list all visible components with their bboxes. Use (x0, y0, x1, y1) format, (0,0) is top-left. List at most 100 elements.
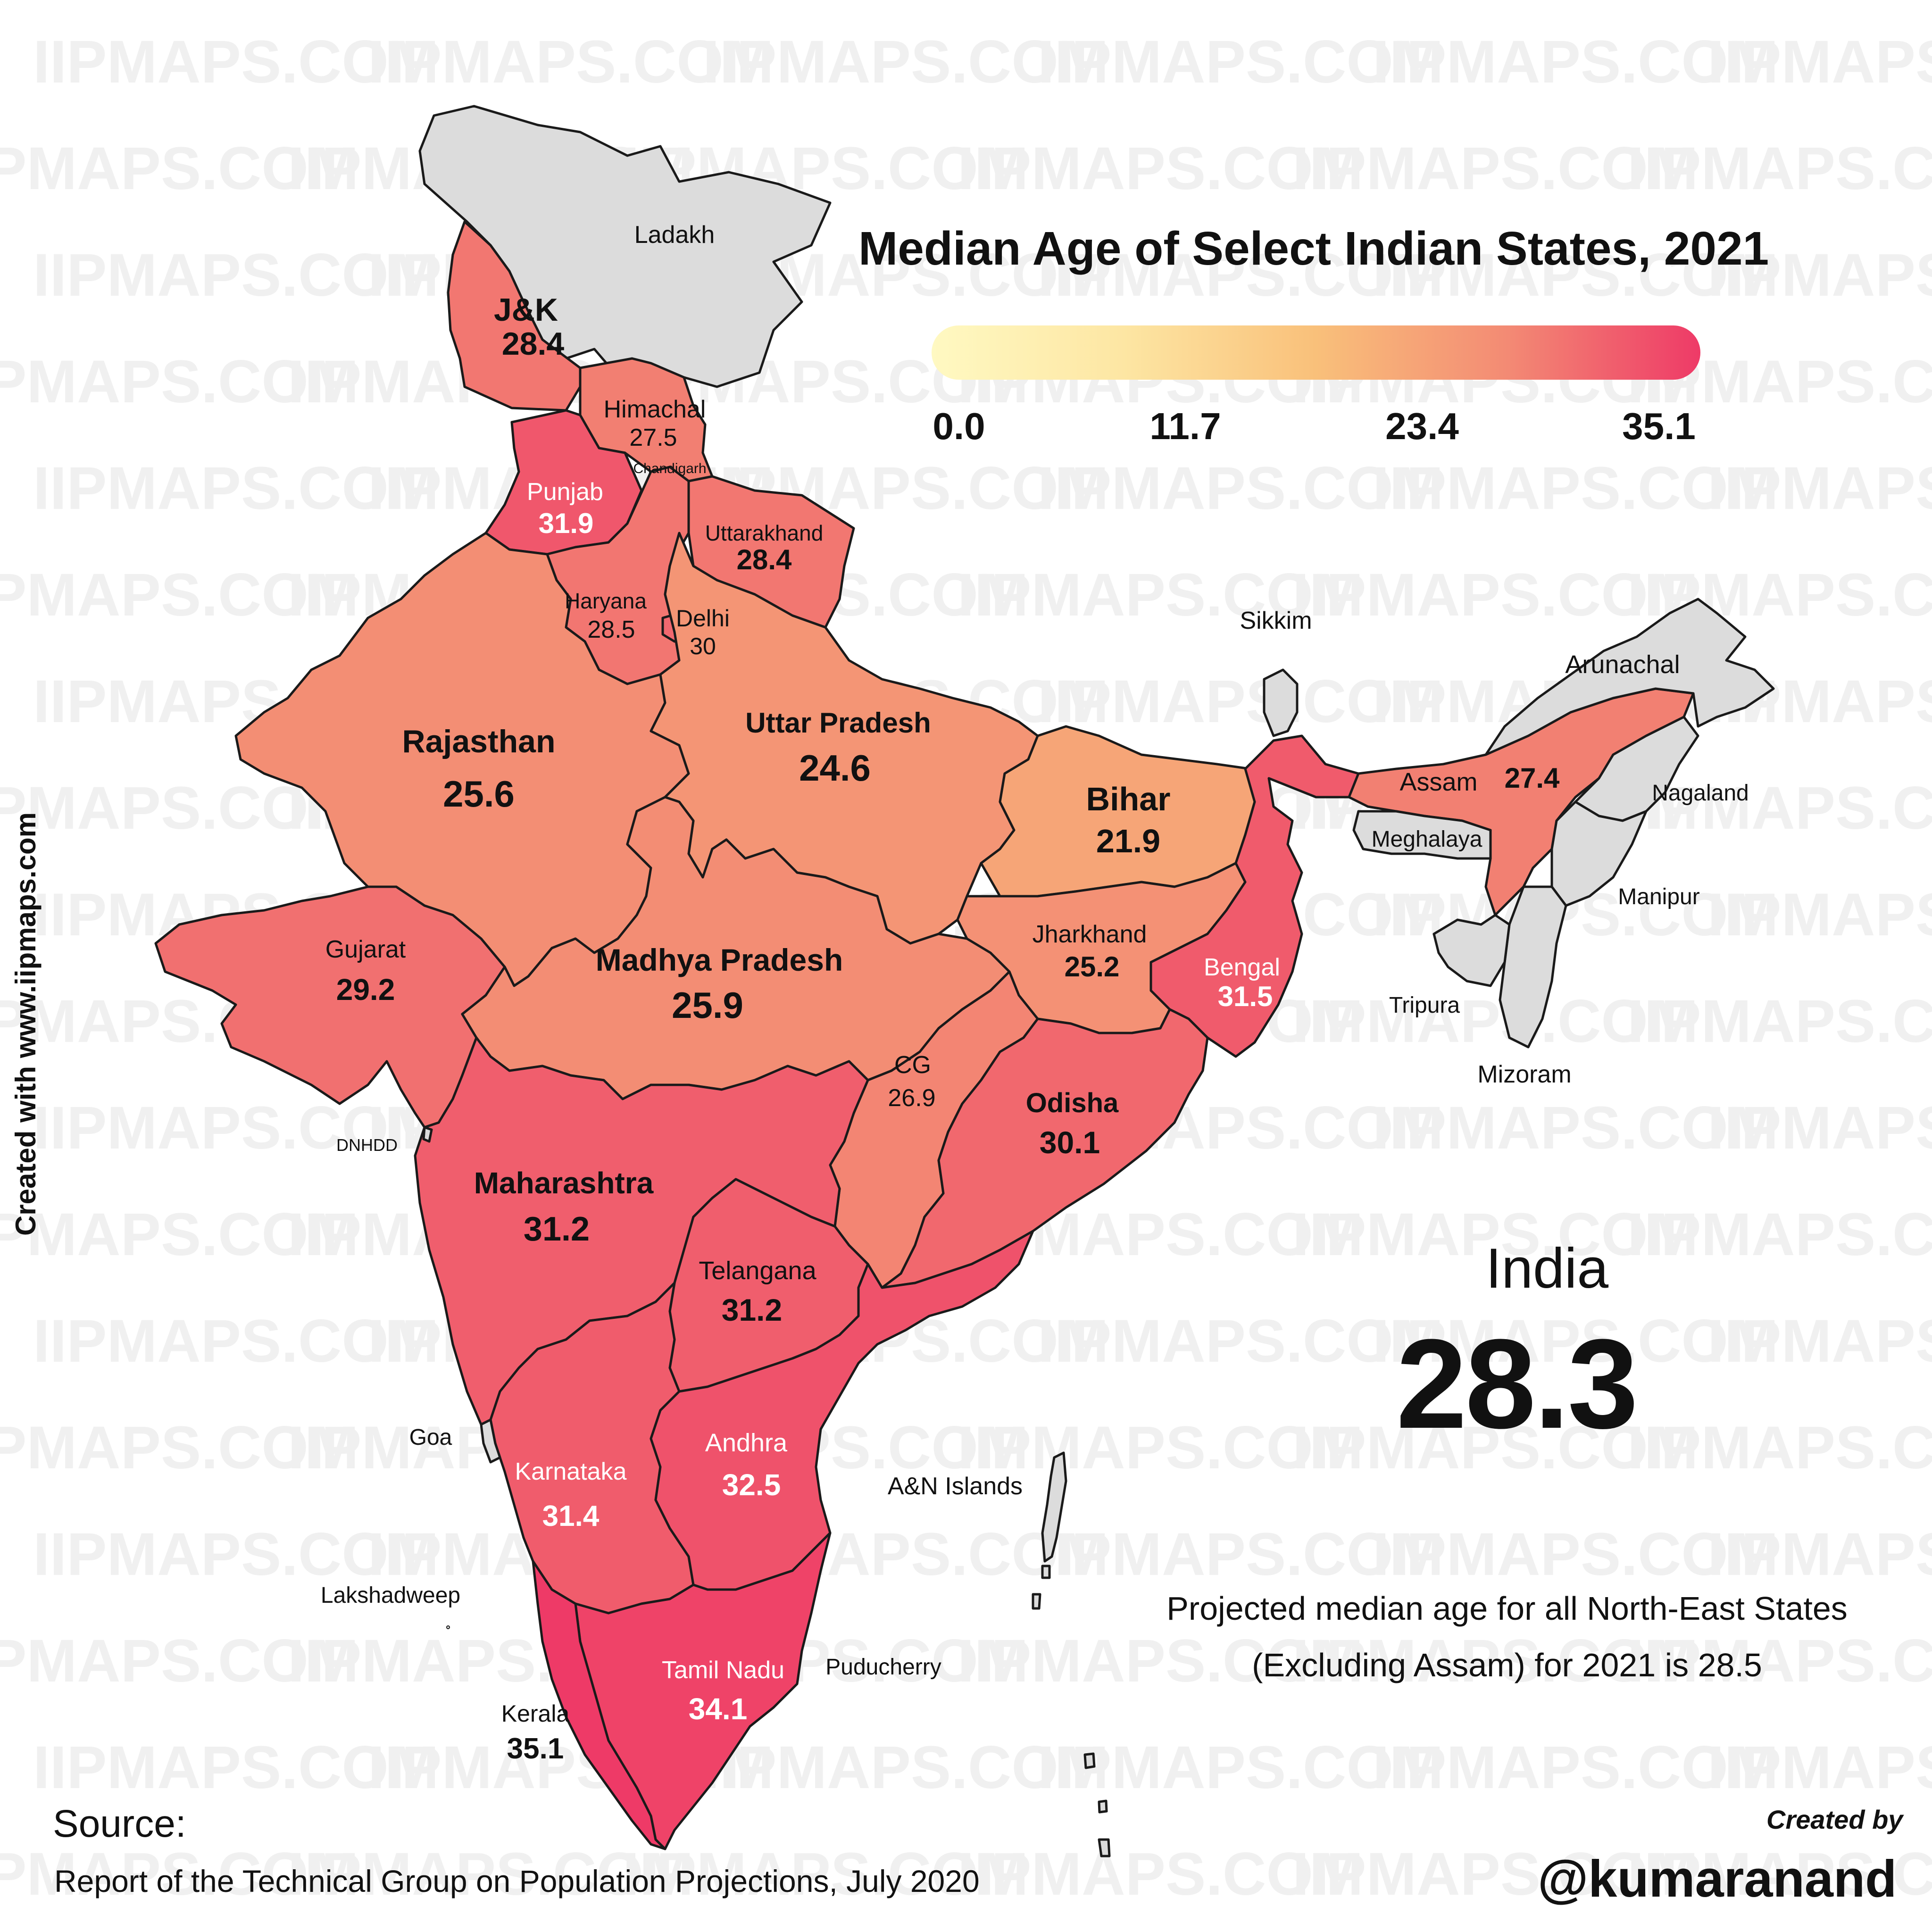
source-heading: Source: (53, 1802, 186, 1845)
watermark-text: IIPMAPS.COM (1627, 1627, 1932, 1695)
watermark-text: IIPMAPS.COM (1373, 28, 1779, 96)
region-bengal (1149, 734, 1360, 1058)
label-odisha-name: Odisha (1026, 1088, 1119, 1118)
watermark-text: IIPMAPS.COM (958, 561, 1364, 629)
watermark-text: IIPMAPS.COM (1627, 988, 1932, 1055)
watermark-text: IIPMAPS.COM (1292, 1201, 1699, 1268)
watermark-text: IIPMAPS.COM (623, 1840, 1029, 1908)
label-arunachal: Arunachal (1565, 650, 1680, 679)
label-manipur: Manipur (1618, 884, 1699, 909)
watermark-text: IIPMAPS.COM (1373, 242, 1779, 309)
label-haryana-name: Haryana (565, 589, 647, 613)
watermark-text: IIPMAPS.COM (958, 135, 1364, 202)
watermark-text: IIPMAPS.COM (958, 1840, 1364, 1908)
label-delhi-name: Delhi (676, 605, 730, 632)
watermark-text: IIPMAPS.COM (1707, 455, 1932, 522)
label-dnhdd: DNHDD (336, 1135, 398, 1155)
region-gujarat (154, 885, 506, 1129)
watermark-text: IIPMAPS.COM (1292, 135, 1699, 202)
label-mp-name: Madhya Pradesh (596, 942, 843, 977)
region-an-islands-small-5 (1098, 1838, 1111, 1857)
label-delhi-value: 30 (690, 633, 716, 659)
label-himachal-name: Himachal (604, 396, 706, 423)
label-bengal-name: Bengal (1204, 954, 1280, 981)
label-gujarat-value: 29.2 (336, 973, 395, 1007)
watermark-text: IIPMAPS.COM (1373, 1094, 1779, 1162)
watermark-text: IIPMAPS.COM (1627, 1201, 1932, 1268)
label-telangana-name: Telangana (699, 1257, 816, 1285)
watermark-text: IIPMAPS.COM (288, 1840, 694, 1908)
watermark-text: IIPMAPS.COM (1707, 1094, 1932, 1162)
watermark-text: IIPMAPS.COM (0, 1414, 359, 1482)
region-an-islands-small-3 (1083, 1752, 1096, 1769)
label-jharkhand-name: Jharkhand (1033, 921, 1147, 948)
legend-tick: 35.1 (1622, 405, 1696, 447)
region-lakshadweep (446, 1625, 450, 1629)
label-an-islands: A&N Islands (888, 1473, 1023, 1500)
watermark-text: IIPMAPS.COM (1707, 881, 1932, 949)
map-title: Median Age of Select Indian States, 2021 (858, 222, 1769, 275)
region-an-islands-small-1 (1041, 1565, 1051, 1579)
watermark-text: IIPMAPS.COM (33, 1094, 439, 1162)
label-puducherry: Puducherry (825, 1655, 941, 1680)
label-cg-value: 26.9 (888, 1084, 935, 1112)
label-ladakh: Ladakh (634, 221, 715, 249)
watermark-text: IIPMAPS.COM (1292, 561, 1699, 629)
label-nagaland: Nagaland (1652, 781, 1749, 806)
label-kerala-value: 35.1 (507, 1732, 564, 1765)
national-median-age: 28.3 (1396, 1313, 1638, 1455)
watermark-text: IIPMAPS.COM (1038, 1734, 1444, 1801)
national-label-text: India (1485, 1237, 1609, 1300)
label-up-name: Uttar Pradesh (745, 707, 931, 739)
label-punjab-name: Punjab (527, 478, 603, 506)
label-tripura: Tripura (1389, 993, 1460, 1018)
label-karnataka-name: Karnataka (515, 1458, 626, 1485)
watermark-text: IIPMAPS.COM (33, 1734, 439, 1801)
watermark-text: IIPMAPS.COM (0, 1201, 359, 1268)
watermark-text: IIPMAPS.COM (1038, 1307, 1444, 1375)
watermark-text: IIPMAPS.COM (1292, 1840, 1699, 1908)
watermark-text: IIPMAPS.COM (33, 1307, 439, 1375)
label-bihar-name: Bihar (1086, 781, 1171, 817)
label-karnataka-value: 31.4 (542, 1500, 600, 1532)
watermark-text: IIPMAPS.COM (1373, 1734, 1779, 1801)
region-manipur (1550, 800, 1648, 907)
label-andhra-name: Andhra (705, 1429, 788, 1457)
region-mizoram (1499, 885, 1567, 1049)
label-odisha-value: 30.1 (1040, 1125, 1100, 1160)
color-legend-bar (932, 325, 1700, 380)
created-by-label: Created by (1766, 1805, 1903, 1834)
label-up-value: 24.6 (799, 747, 871, 789)
label-telangana-value: 31.2 (722, 1292, 782, 1327)
region-dnhdd (422, 1126, 433, 1143)
label-cg-name: CG (894, 1051, 931, 1079)
watermark-text: IIPMAPS.COM (958, 1414, 1364, 1482)
label-lakshadweep: Lakshadweep (321, 1583, 460, 1608)
label-rajasthan-name: Rajasthan (402, 724, 556, 759)
watermark-text: IIPMAPS.COM (1707, 1307, 1932, 1375)
watermark-text: IIPMAPS.COM (33, 28, 439, 96)
watermark-text: IIPMAPS.COM (1627, 1414, 1932, 1482)
label-rajasthan-value: 25.6 (443, 773, 515, 815)
northeast-note-line-1: Projected median age for all North-East … (1166, 1590, 1848, 1627)
region-kerala (532, 1560, 666, 1850)
watermark-text: IIPMAPS.COM (1627, 135, 1932, 202)
legend-tick: 11.7 (1149, 405, 1221, 447)
label-haryana-value: 28.5 (587, 616, 635, 643)
label-tamilnadu-value: 34.1 (689, 1692, 748, 1726)
label-maharashtra-name: Maharashtra (474, 1166, 654, 1200)
watermark-text: IIPMAPS.COM (368, 28, 774, 96)
label-punjab-value: 31.9 (539, 508, 594, 539)
watermark-text: IIPMAPS.COM (958, 1627, 1364, 1695)
watermark-text: IIPMAPS.COM (0, 1627, 359, 1695)
label-tamilnadu-name: Tamil Nadu (662, 1657, 784, 1684)
legend-tick: 0.0 (933, 405, 985, 447)
label-meghalaya: Meghalaya (1372, 827, 1482, 852)
watermark-text: IIPMAPS.COM (703, 1734, 1109, 1801)
author-handle: @kumaranand (1538, 1850, 1897, 1908)
watermark-text: IIPMAPS.COM (1373, 1521, 1779, 1588)
label-bihar-value: 21.9 (1096, 823, 1160, 859)
label-sikkim: Sikkim (1240, 607, 1312, 634)
